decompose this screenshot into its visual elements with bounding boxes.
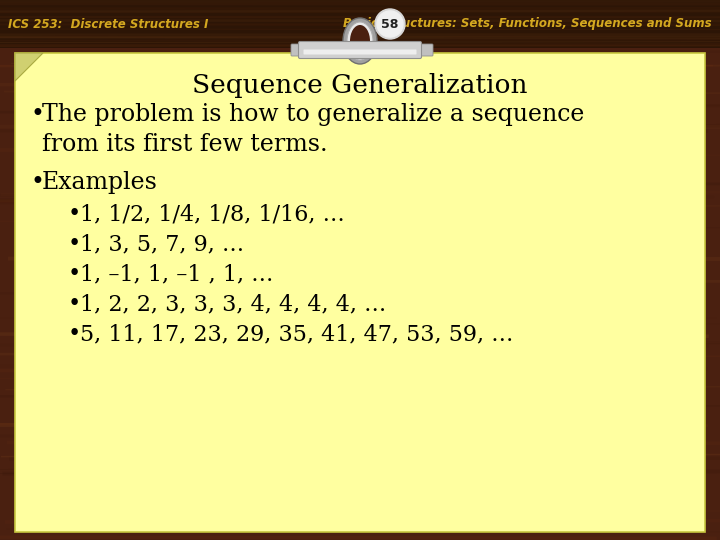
- Text: 58: 58: [382, 17, 399, 30]
- Text: ICS 253:  Discrete Structures I: ICS 253: Discrete Structures I: [8, 17, 208, 30]
- Text: •: •: [30, 103, 44, 126]
- Text: 1, 2, 2, 3, 3, 3, 4, 4, 4, 4, …: 1, 2, 2, 3, 3, 3, 4, 4, 4, 4, …: [80, 293, 386, 315]
- Text: 5, 11, 17, 23, 29, 35, 41, 47, 53, 59, …: 5, 11, 17, 23, 29, 35, 41, 47, 53, 59, …: [80, 323, 513, 345]
- Text: 1, 1/2, 1/4, 1/8, 1/16, …: 1, 1/2, 1/4, 1/8, 1/16, …: [80, 203, 345, 225]
- Ellipse shape: [350, 25, 370, 57]
- Polygon shape: [15, 53, 43, 81]
- Text: •: •: [68, 293, 81, 315]
- Text: •: •: [68, 233, 81, 255]
- Text: Sequence Generalization: Sequence Generalization: [192, 73, 528, 98]
- Text: 1, –1, 1, –1 , 1, …: 1, –1, 1, –1 , 1, …: [80, 263, 274, 285]
- Text: •: •: [68, 203, 81, 225]
- Text: from its first few terms.: from its first few terms.: [42, 133, 328, 156]
- Circle shape: [375, 9, 405, 39]
- Ellipse shape: [347, 22, 373, 60]
- Circle shape: [377, 11, 403, 37]
- Ellipse shape: [343, 18, 377, 64]
- Text: •: •: [68, 323, 81, 345]
- FancyBboxPatch shape: [304, 50, 416, 55]
- FancyBboxPatch shape: [291, 44, 303, 56]
- Text: •: •: [68, 263, 81, 285]
- Text: Basic Structures: Sets, Functions, Sequences and Sums: Basic Structures: Sets, Functions, Seque…: [343, 17, 712, 30]
- Text: Examples: Examples: [42, 171, 158, 194]
- FancyBboxPatch shape: [299, 42, 421, 58]
- Text: •: •: [30, 171, 44, 194]
- FancyBboxPatch shape: [15, 53, 705, 532]
- Text: The problem is how to generalize a sequence: The problem is how to generalize a seque…: [42, 103, 585, 126]
- Text: 1, 3, 5, 7, 9, …: 1, 3, 5, 7, 9, …: [80, 233, 244, 255]
- FancyBboxPatch shape: [0, 0, 720, 48]
- FancyBboxPatch shape: [421, 44, 433, 56]
